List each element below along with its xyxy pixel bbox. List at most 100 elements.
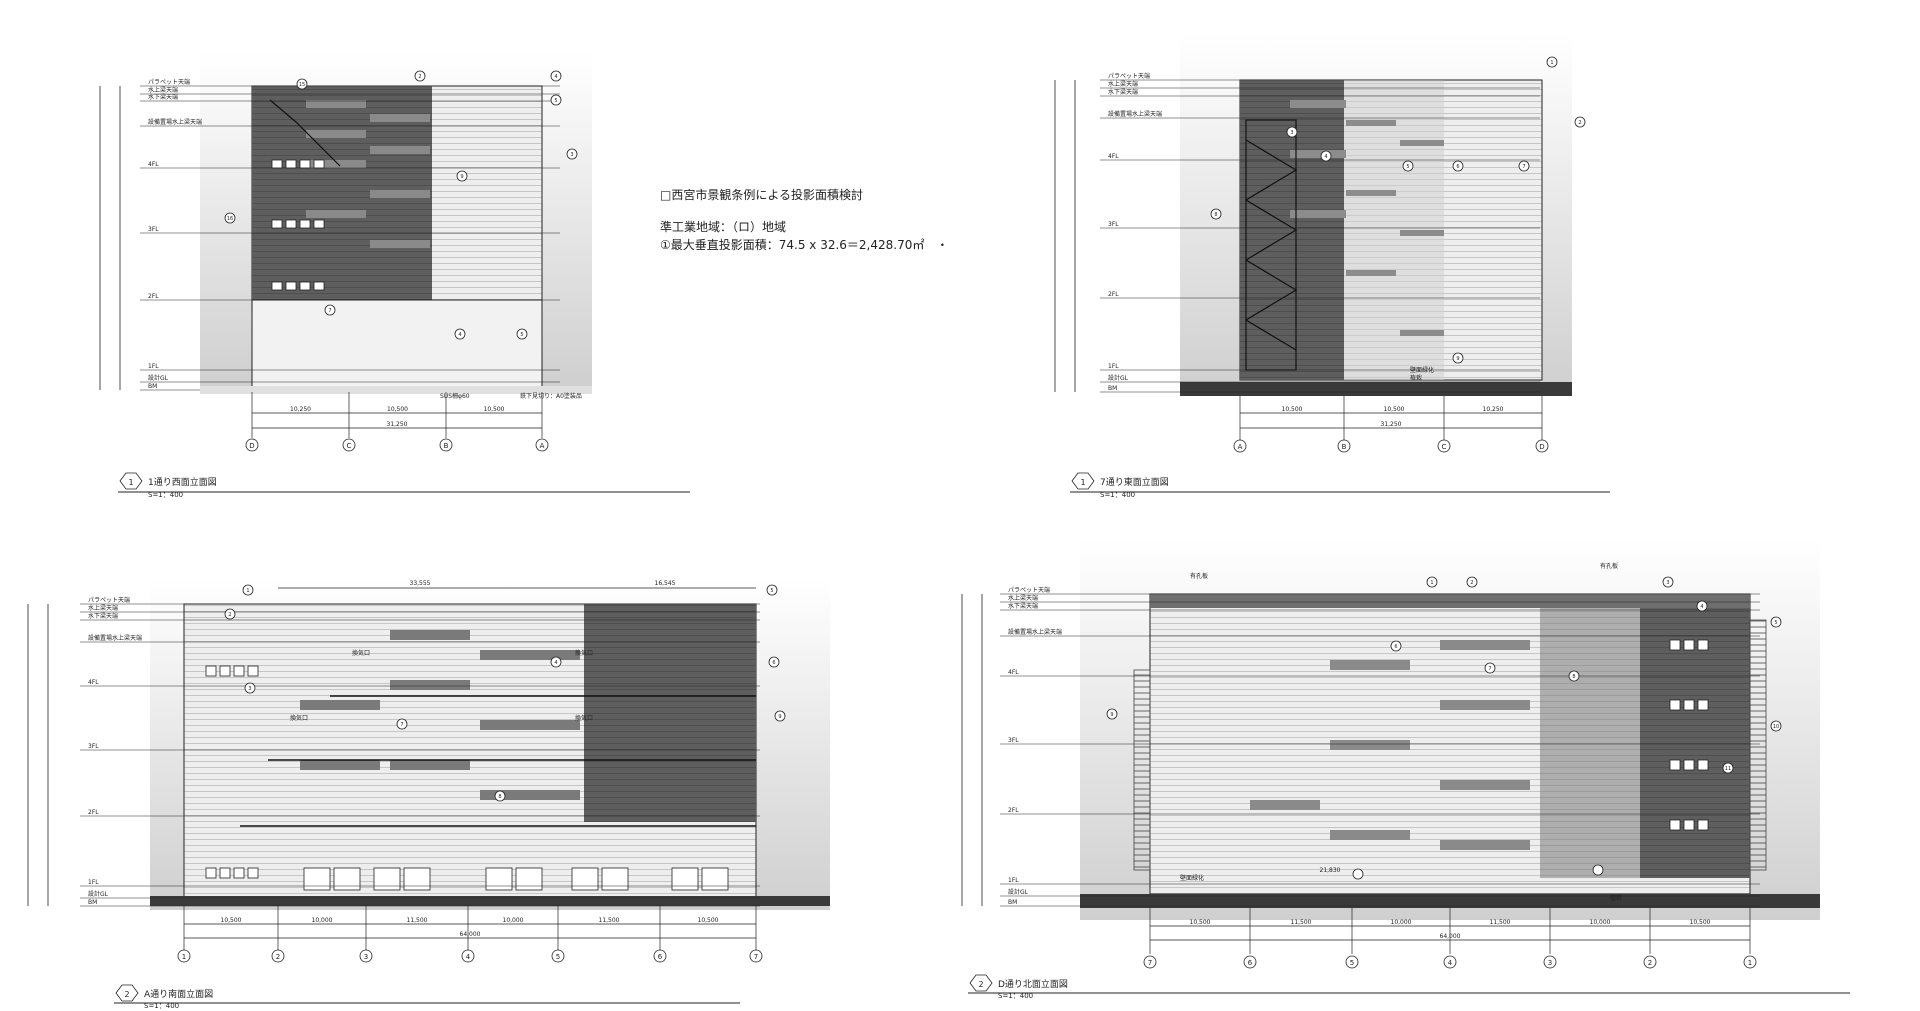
level-label: 4FL bbox=[148, 161, 159, 168]
panel-stripes bbox=[1250, 640, 1530, 850]
callout-number: 9 bbox=[778, 714, 781, 720]
dark-panel-zone bbox=[1240, 80, 1344, 380]
total-dimension: 31,250 bbox=[1381, 421, 1402, 428]
windows bbox=[205, 665, 259, 879]
grid-lines bbox=[251, 392, 543, 438]
grid-label: B bbox=[444, 442, 449, 450]
drawing-scale: S=1：400 bbox=[998, 992, 1033, 1000]
grid-bubbles bbox=[245, 438, 549, 452]
annotation: 換気口 bbox=[352, 649, 370, 657]
span-dimension: 10,500 bbox=[387, 406, 408, 413]
level-label: 水上梁天端 bbox=[1008, 594, 1038, 602]
callout-number: 8 bbox=[498, 794, 501, 800]
level-label: パラペット天端 bbox=[1008, 586, 1050, 594]
callout-number: 2 bbox=[228, 612, 231, 618]
ground bbox=[200, 386, 592, 394]
level-label: 2FL bbox=[1008, 807, 1019, 814]
grid-label: A bbox=[1238, 443, 1243, 451]
drawing-title: 1通り西面立面図 bbox=[148, 476, 217, 488]
callout-number: 6 bbox=[1394, 644, 1397, 650]
annotation: 換気口 bbox=[290, 714, 308, 722]
span-dimension: 11,500 bbox=[599, 917, 620, 924]
south-elevation bbox=[27, 580, 830, 1004]
grid-label: 4 bbox=[466, 953, 471, 961]
level-label: パラペット天端 bbox=[148, 78, 190, 86]
level-label: 1FL bbox=[148, 363, 159, 370]
callout-number: 16 bbox=[227, 216, 233, 222]
grid-label: 1 bbox=[182, 953, 186, 961]
drawing-scale: S=1：400 bbox=[144, 1002, 179, 1010]
callout-number: 8 bbox=[1572, 674, 1575, 680]
callout-number: 1 bbox=[1550, 60, 1553, 66]
callout-number: 5 bbox=[1406, 164, 1409, 170]
level-label: 水下梁天端 bbox=[1108, 88, 1138, 96]
span-dimension: 10,500 bbox=[1190, 919, 1211, 926]
level-label: BM bbox=[88, 899, 97, 906]
grid-label: 7 bbox=[754, 953, 758, 961]
level-label: 設計GL bbox=[88, 890, 109, 898]
level-label: 水上梁天端 bbox=[148, 86, 178, 94]
grid-label: 4 bbox=[1448, 959, 1453, 967]
level-label: 設計GL bbox=[1008, 888, 1029, 896]
ground-floor bbox=[251, 299, 543, 389]
annotation: 換気口 bbox=[575, 714, 593, 722]
level-lines bbox=[1100, 79, 1540, 393]
level-label: 水上梁天端 bbox=[88, 604, 118, 612]
grid-label: 5 bbox=[1350, 959, 1354, 967]
level-label: 水上梁天端 bbox=[1108, 80, 1138, 88]
callout-bubbles bbox=[224, 584, 786, 802]
callout-number: 5 bbox=[770, 588, 773, 594]
callout-number: 7 bbox=[400, 722, 403, 728]
level-label: 水下梁天端 bbox=[88, 612, 118, 620]
level-label: 水下梁天端 bbox=[148, 93, 178, 101]
total-dimension: 64,000 bbox=[460, 931, 481, 938]
panel-stripes bbox=[300, 630, 580, 800]
west-elevation bbox=[99, 52, 690, 493]
drawing-number: 1 bbox=[1080, 478, 1085, 487]
exterior-stair bbox=[1749, 619, 1767, 871]
grid-label: 5 bbox=[556, 953, 560, 961]
callout-number: 7 bbox=[1488, 666, 1491, 672]
callout-number: 4 bbox=[1324, 154, 1327, 160]
grid-label: A bbox=[540, 442, 545, 450]
span-dimension: 10,500 bbox=[698, 917, 719, 924]
span-dimension: 10,000 bbox=[312, 917, 333, 924]
callout-number: 7 bbox=[328, 308, 331, 314]
span-dimension: 10,500 bbox=[484, 406, 505, 413]
drawing-number: 1 bbox=[128, 478, 133, 487]
total-dimension: 31,250 bbox=[387, 421, 408, 428]
span-dimension: 10,500 bbox=[1282, 406, 1303, 413]
callout-number: 2 bbox=[1470, 580, 1473, 586]
level-label: パラペット天端 bbox=[1108, 72, 1150, 80]
annotation: SUS柵φ60 bbox=[440, 392, 470, 400]
grid-label: 3 bbox=[364, 953, 368, 961]
level-label: 設備置場水上梁天端 bbox=[1008, 628, 1062, 636]
level-label: 設備置場水上梁天端 bbox=[88, 634, 142, 642]
span-dimension: 10,250 bbox=[1483, 406, 1504, 413]
level-label: 3FL bbox=[1108, 221, 1119, 228]
callout-number: 5 bbox=[520, 332, 523, 338]
grid-bubbles bbox=[1143, 955, 1757, 969]
level-label: 設備置場水上梁天端 bbox=[148, 118, 202, 126]
drawing-number-tag bbox=[115, 984, 139, 1002]
grid-label: D bbox=[1539, 443, 1544, 451]
callout-number: 2 bbox=[418, 74, 421, 80]
level-label: 4FL bbox=[88, 679, 99, 686]
callout-number: 3 bbox=[1290, 130, 1293, 136]
callout-number: 9 bbox=[1110, 712, 1113, 718]
annotation: 壁面緑化 bbox=[1410, 366, 1434, 374]
level-label: 4FL bbox=[1008, 669, 1019, 676]
level-label: 2FL bbox=[1108, 291, 1119, 298]
level-label: 3FL bbox=[88, 743, 99, 750]
callout-number: 7 bbox=[1522, 164, 1525, 170]
level-label: 3FL bbox=[148, 226, 159, 233]
drawing-number-tag bbox=[969, 974, 993, 992]
stair bbox=[269, 99, 341, 167]
callout-number: 15 bbox=[299, 82, 305, 88]
drawing-title: 7通り東面立面図 bbox=[1100, 476, 1169, 488]
ground bbox=[1180, 382, 1572, 396]
windows bbox=[1669, 639, 1709, 831]
drawing-title: D通り北面立面図 bbox=[998, 978, 1068, 990]
exterior-stair bbox=[1133, 669, 1151, 871]
dark-panel-zone bbox=[584, 604, 756, 822]
